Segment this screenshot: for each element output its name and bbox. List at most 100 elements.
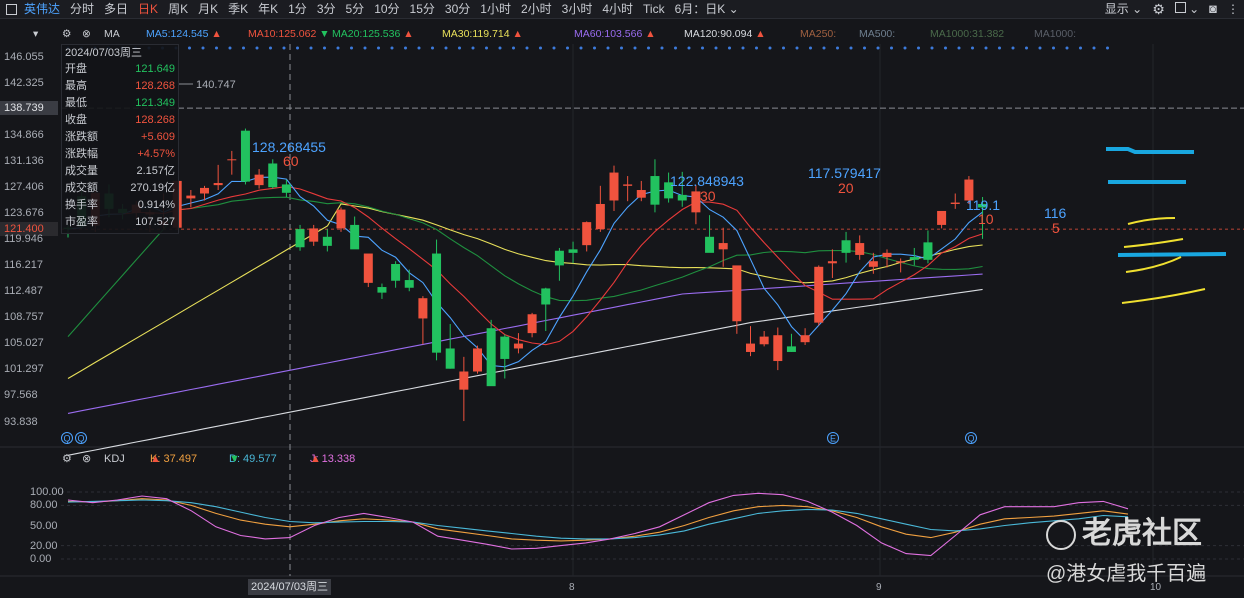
gear-icon[interactable]: ⚙ (62, 28, 72, 40)
signal-dot (458, 46, 461, 50)
annotation-price: 128.268455 (252, 139, 326, 155)
close-icon[interactable]: ⊗ (82, 28, 91, 40)
candle-body (322, 236, 332, 246)
candle-body (404, 280, 414, 288)
candle-body (923, 242, 933, 260)
info-label: 最低 (65, 97, 87, 109)
more-icon[interactable]: ⋮ (1227, 2, 1239, 16)
annotation-count: 10 (978, 211, 994, 227)
signal-dot (957, 46, 961, 50)
settings-gear-icon[interactable]: ⚙ (1152, 1, 1165, 17)
collapse-chevron-icon[interactable]: ▾ (33, 28, 39, 40)
period-tab-0[interactable]: 分时 (70, 2, 95, 16)
info-row: 成交额 270.19亿 (62, 180, 178, 197)
signal-dot (485, 46, 488, 50)
candle-body (445, 348, 455, 369)
candle-body (336, 209, 346, 229)
signal-dot (903, 46, 907, 50)
period-tab-6[interactable]: 年K (258, 2, 279, 16)
candle-body (636, 190, 646, 198)
info-value: 107.527 (135, 216, 175, 228)
candle-body (909, 257, 919, 260)
candle-body (800, 335, 810, 343)
signal-dot (714, 46, 718, 50)
signal-dot (741, 46, 745, 50)
candle-body (418, 298, 428, 319)
ma10-line (67, 185, 983, 346)
top-toolbar: 英伟达 分时 多日 日K 周K 月K 季K 年K 1分 3分 5分 10分 15分 30分 1小时 2小时 3… (0, 0, 1244, 19)
signal-dot (863, 46, 866, 50)
candle-body (473, 348, 482, 372)
info-value: 0.914% (137, 199, 175, 211)
annotation-price: 119.1 (966, 197, 1000, 213)
signal-dot (255, 46, 259, 50)
signal-dot (998, 46, 1001, 50)
signal-dot (1065, 46, 1069, 50)
ma-indicator-name[interactable]: MA (104, 28, 120, 40)
kdj-k-line (67, 498, 1129, 542)
period-tab-9[interactable]: 5分 (345, 2, 365, 16)
period-tab-3[interactable]: 周K (168, 2, 189, 16)
layout-square-icon[interactable]: ⌄ (1170, 0, 1204, 18)
candle-body (186, 195, 196, 199)
info-row: 收盘 128.268 (62, 112, 178, 129)
period-tab-2[interactable]: 日K (138, 2, 159, 16)
stock-name[interactable]: 英伟达 (24, 2, 61, 16)
signal-dot (566, 46, 569, 50)
period-tab-10[interactable]: 10分 (374, 2, 400, 16)
info-row: 成交量 2.157亿 (62, 163, 178, 180)
signal-dot (1106, 46, 1109, 50)
period-tab-16[interactable]: 4小时 (602, 2, 634, 16)
menu-square-icon[interactable] (6, 3, 17, 15)
price-tick-label: 93.838 (4, 415, 38, 428)
candle-body (759, 336, 769, 345)
kdj-indicator-name[interactable]: KDJ (104, 453, 125, 465)
kdj-close-icon[interactable]: ⊗ (82, 453, 92, 465)
candle-body (827, 261, 837, 264)
period-tab-13[interactable]: 1小时 (480, 2, 511, 16)
period-tab-1[interactable]: 多日 (104, 2, 129, 16)
signal-dot (593, 46, 596, 50)
signal-dot (822, 46, 826, 50)
display-dropdown[interactable]: 显示 ⌄ (1100, 0, 1147, 18)
info-label: 收盘 (65, 114, 87, 126)
candle-body (281, 184, 291, 193)
candle-body (432, 253, 442, 353)
candle-body (718, 243, 728, 250)
period-tab-8[interactable]: 3分 (316, 2, 336, 16)
info-row: 最低 121.349 (62, 95, 178, 112)
period-dropdown[interactable]: 6月：日K ⌄ (674, 2, 739, 16)
price-tick-label: 134.866 (4, 129, 44, 142)
ma-item-7: MA500: (859, 28, 896, 40)
period-tab-4[interactable]: 月K (198, 2, 219, 16)
candle-body (650, 176, 660, 205)
info-value: 121.349 (135, 97, 175, 109)
signal-dot (336, 46, 340, 50)
candle-body (950, 202, 960, 204)
period-tab-15[interactable]: 3小时 (561, 2, 593, 16)
ma30-line (67, 203, 983, 379)
cursor-date-tag: 2024/07/03周三 (248, 579, 332, 595)
info-row: 市盈率 107.527 (62, 214, 178, 231)
signal-dot (1079, 46, 1082, 50)
period-tab-17[interactable]: Tick (643, 2, 665, 16)
candle-body (513, 343, 523, 349)
period-tab-5[interactable]: 季K (228, 2, 249, 16)
display-label: 显示 (1104, 2, 1129, 16)
info-value: 128.268 (135, 114, 175, 126)
kdj-gear-icon[interactable]: ⚙ (62, 453, 72, 465)
period-tab-14[interactable]: 2小时 (520, 2, 552, 16)
tiger-logo-icon (1046, 520, 1076, 551)
annotation-count: 60 (283, 153, 299, 169)
period-tab-11[interactable]: 15分 (409, 2, 435, 16)
candle-body (677, 194, 687, 201)
price-tick-label: 123.676 (4, 207, 44, 220)
period-tab-12[interactable]: 30分 (444, 2, 471, 16)
signal-dot (917, 46, 920, 50)
camera-icon[interactable]: ◙ (1209, 1, 1217, 16)
signal-dot (309, 46, 313, 50)
projection-yellow-3 (1125, 256, 1182, 273)
period-tab-7[interactable]: 1分 (288, 2, 307, 16)
x-label-10: 10 (1150, 582, 1162, 593)
signal-dot (606, 46, 610, 50)
